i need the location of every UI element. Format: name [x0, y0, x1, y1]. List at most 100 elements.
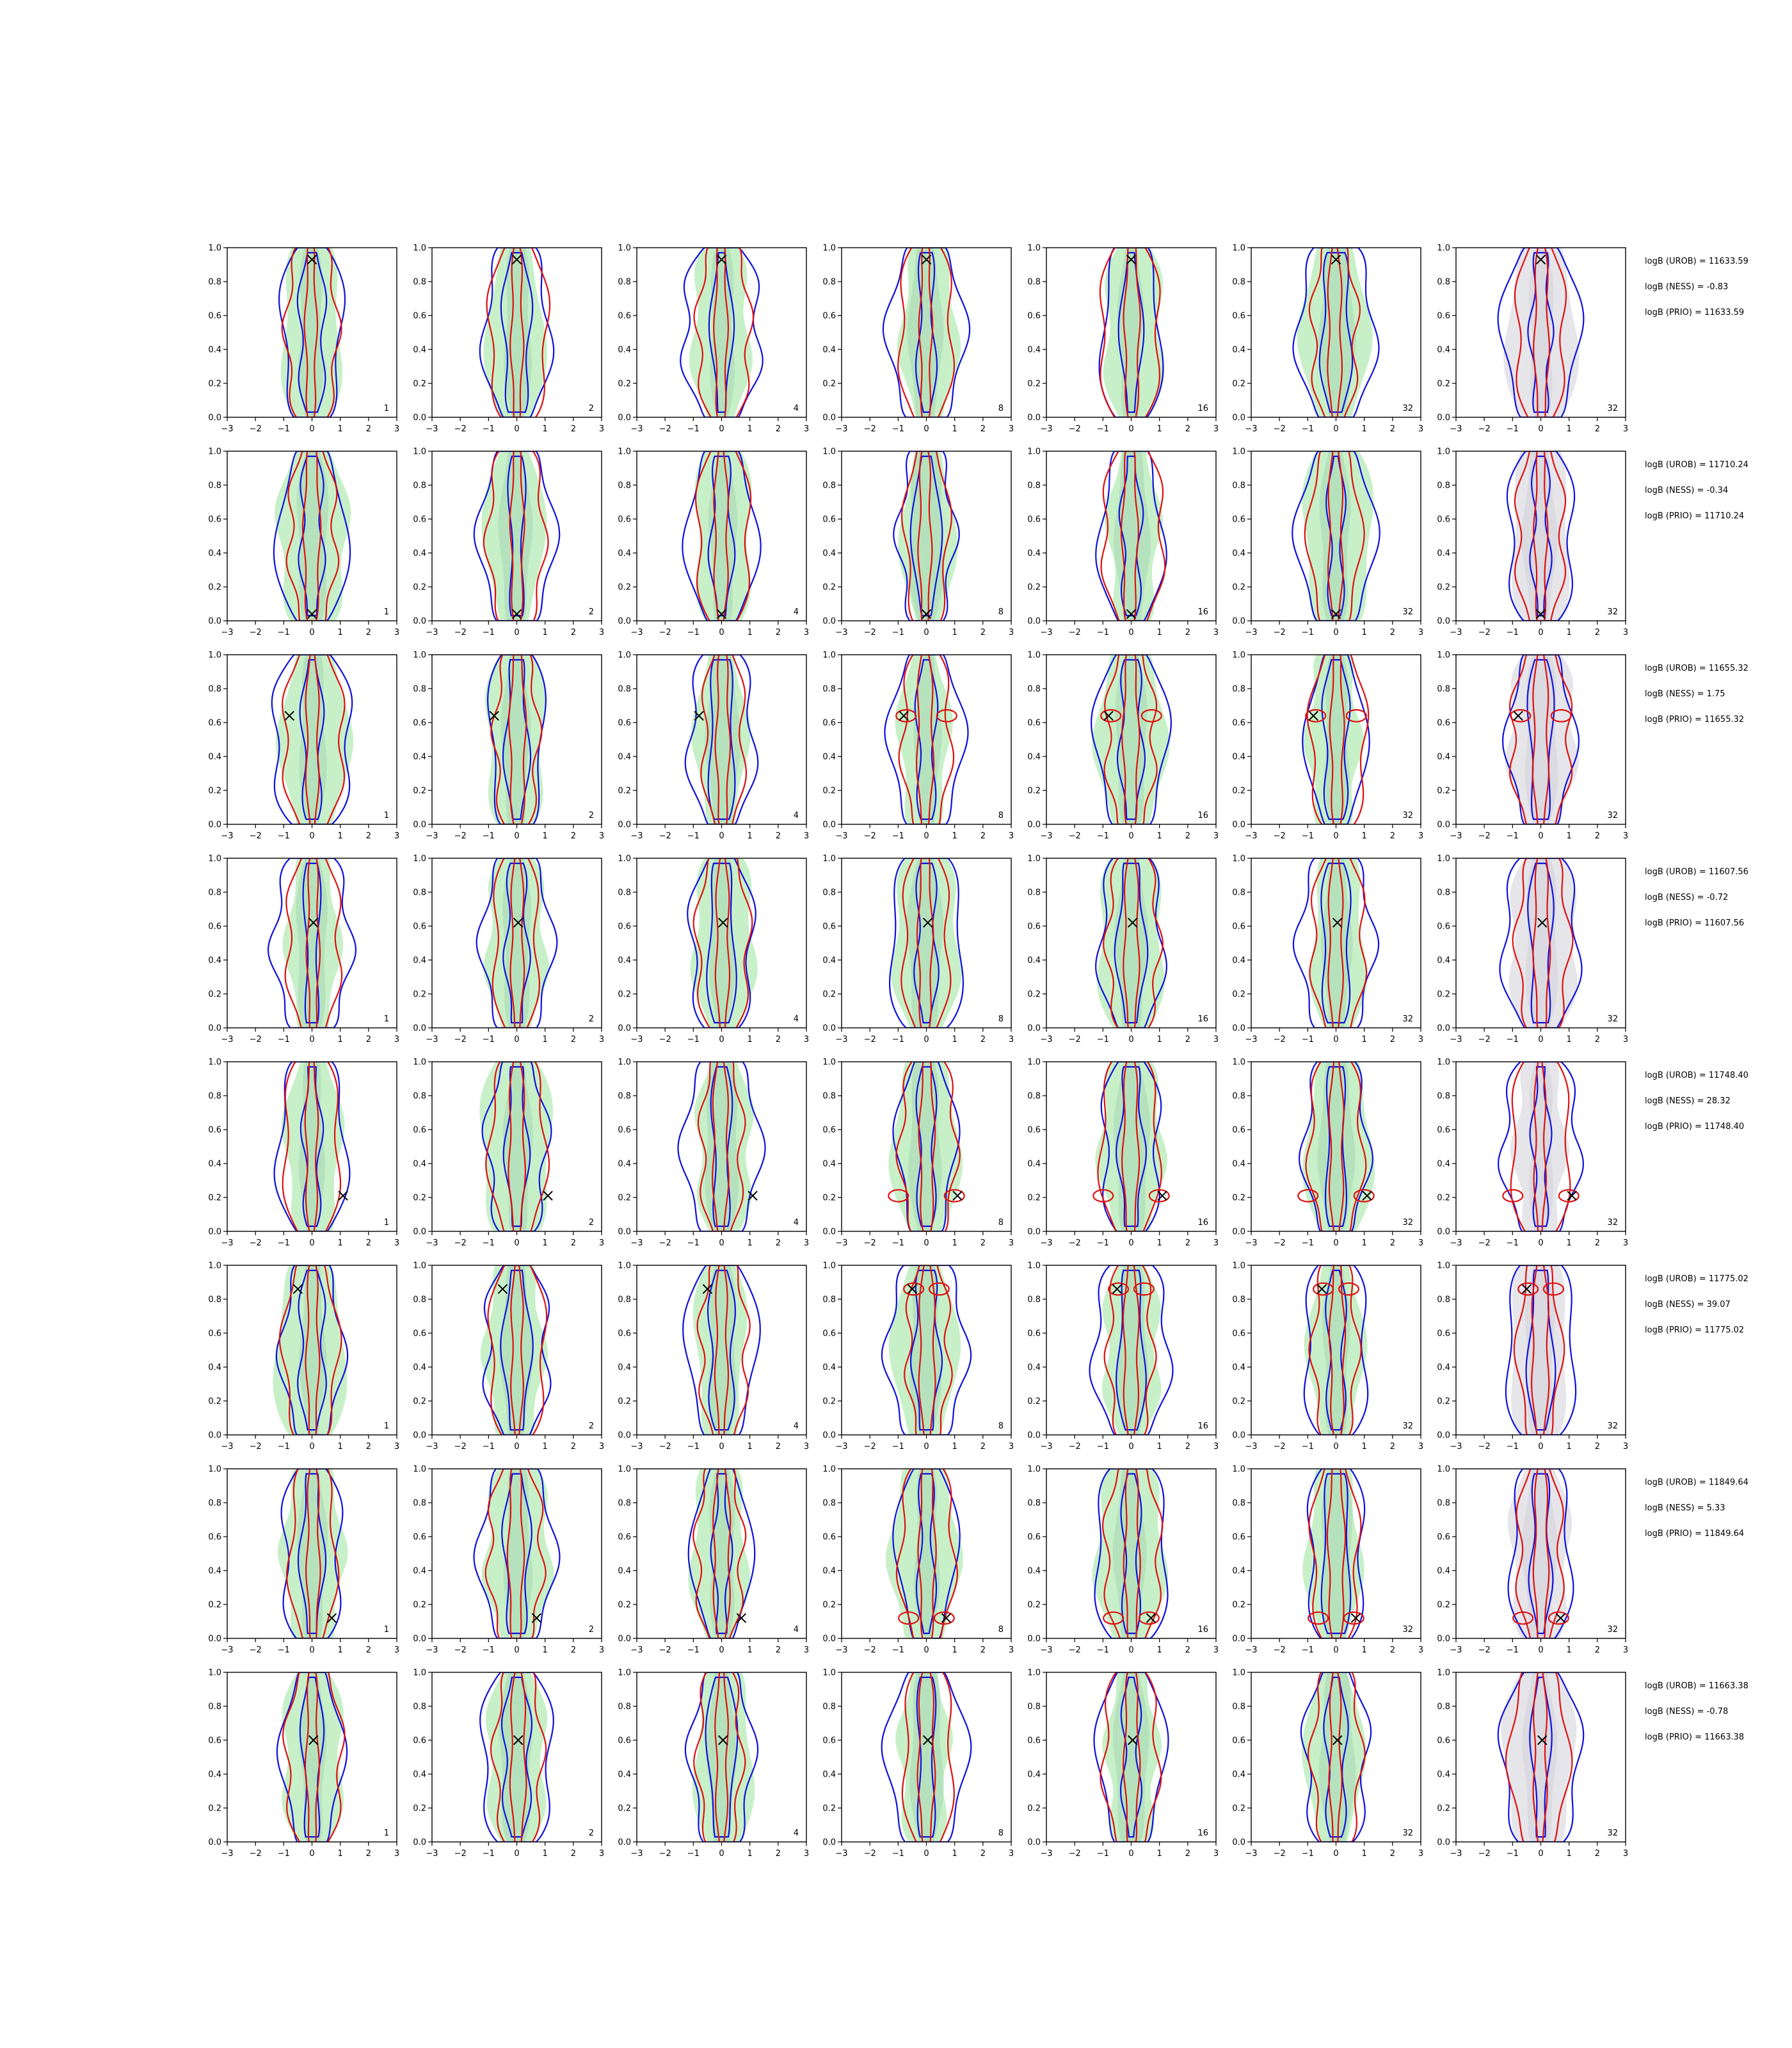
x-tick-label: 1 — [1567, 424, 1572, 434]
x-tick-label: 3 — [1213, 1238, 1219, 1248]
x-tick-label: 0 — [924, 831, 929, 841]
x-tick-label: 0 — [1333, 1035, 1338, 1044]
x-tick-label: 0 — [924, 424, 929, 434]
x-tick-label: 1 — [543, 1645, 548, 1655]
y-tick-label: 0.6 — [1232, 312, 1245, 321]
y-tick-label: 1.0 — [413, 651, 426, 660]
x-tick-label: 3 — [1213, 628, 1219, 637]
x-tick-label: −3 — [835, 424, 847, 434]
x-tick-label: 1 — [1567, 1849, 1572, 1859]
x-tick-label: −1 — [1507, 1035, 1519, 1044]
subplot-r2-c7: −3 −2 −1 0 1 2 3 0.0 0.2 0.4 0.6 0.8 1.0 32 — [1437, 447, 1628, 638]
true-value-marker — [308, 917, 319, 928]
x-tick-label: −1 — [687, 1238, 700, 1248]
x-tick-label: 1 — [952, 1238, 957, 1248]
y-tick-label: 1.0 — [1232, 1261, 1245, 1271]
true-value-marker — [1521, 1284, 1532, 1294]
y-tick-label: 0.2 — [822, 583, 836, 593]
panel-order-label: 2 — [589, 1625, 594, 1635]
y-tick-label: 0.2 — [822, 1601, 836, 1610]
y-tick-label: 0.4 — [1437, 549, 1450, 559]
blue-contour-outer — [273, 1062, 351, 1231]
x-tick-label: −1 — [278, 1442, 290, 1452]
y-tick-label: 0.0 — [1437, 413, 1450, 423]
red-contour-outer — [1510, 1062, 1571, 1231]
red-contour-inner — [1121, 655, 1140, 824]
true-value-marker — [941, 1613, 952, 1623]
y-tick-label: 1.0 — [1232, 447, 1245, 457]
x-tick-label: −3 — [1040, 1035, 1052, 1044]
x-tick-label: 0 — [1538, 1035, 1543, 1044]
y-tick-label: 0.2 — [618, 990, 631, 1000]
x-tick-label: 3 — [394, 424, 399, 434]
y-tick-label: 0.6 — [1232, 515, 1245, 525]
blue-contour-outer — [680, 248, 764, 417]
y-tick-label: 0.4 — [413, 753, 426, 762]
true-value-marker — [489, 710, 499, 721]
x-tick-label: −2 — [454, 1442, 467, 1452]
y-tick-label: 0.2 — [208, 583, 221, 593]
x-tick-label: 0 — [1538, 628, 1543, 637]
density-inner-fill — [1115, 655, 1148, 824]
x-tick-label: 1 — [338, 1849, 343, 1859]
red-contour-inner — [713, 451, 729, 621]
red-contour-inner — [1328, 1672, 1343, 1842]
y-tick-label: 0.8 — [822, 888, 836, 898]
red-contour-outer — [1308, 1469, 1362, 1638]
y-tick-label: 0.8 — [618, 481, 631, 491]
x-tick-label: 0 — [1538, 831, 1543, 841]
logb-annotations-row-4: logB (UROB) = 11607.56 logB (NESS) = -0.7… — [1645, 867, 1748, 928]
true-value-marker — [1567, 1190, 1577, 1201]
red-contour-inner — [305, 858, 321, 1028]
x-tick-label: −1 — [892, 1238, 904, 1248]
x-tick-label: −2 — [864, 1442, 876, 1452]
panel-order-label: 1 — [384, 1625, 389, 1635]
logb-annotation: logB (UROB) = 11775.02 — [1645, 1274, 1748, 1284]
x-tick-label: 2 — [980, 1645, 986, 1655]
x-tick-label: 3 — [1213, 424, 1219, 434]
x-tick-label: 1 — [338, 1645, 343, 1655]
red-contour-inner — [1532, 655, 1549, 824]
x-tick-label: 0 — [1128, 1645, 1133, 1655]
y-tick-label: 0.0 — [822, 617, 836, 627]
panel-order-label: 8 — [998, 1828, 1004, 1838]
y-tick-label: 0.4 — [822, 549, 836, 559]
x-tick-label: −3 — [1450, 1442, 1462, 1452]
y-tick-label: 0.4 — [1437, 956, 1450, 966]
blue-contour-outer — [682, 1265, 761, 1435]
panel-order-label: 4 — [794, 1421, 799, 1431]
y-tick-label: 0.4 — [1232, 1160, 1245, 1169]
x-tick-label: −2 — [1069, 1849, 1081, 1859]
y-tick-label: 0.6 — [413, 1126, 426, 1135]
y-tick-label: 0.8 — [1027, 481, 1041, 491]
x-tick-label: 2 — [776, 831, 781, 841]
x-tick-label: 0 — [1538, 1645, 1543, 1655]
y-tick-label: 1.0 — [1027, 1058, 1041, 1068]
y-tick-label: 0.6 — [1437, 1533, 1450, 1542]
y-tick-label: 0.6 — [413, 1736, 426, 1746]
x-tick-label: −2 — [454, 1035, 467, 1044]
y-tick-label: 1.0 — [1232, 1465, 1245, 1475]
x-tick-label: 2 — [1185, 424, 1190, 434]
logb-annotation: logB (UROB) = 11710.24 — [1645, 460, 1748, 470]
red-contour-inner — [1122, 1265, 1140, 1435]
panel-order-label: 2 — [589, 607, 594, 617]
y-tick-label: 0.2 — [822, 380, 836, 389]
red-contour-lobe — [895, 709, 917, 723]
y-tick-label: 0.4 — [1437, 1567, 1450, 1576]
y-tick-label: 1.0 — [618, 447, 631, 457]
y-tick-label: 0.6 — [618, 922, 631, 932]
x-tick-label: −2 — [1274, 628, 1286, 637]
y-tick-label: 0.4 — [1437, 753, 1450, 762]
density-inner-fill — [1319, 451, 1351, 621]
x-tick-label: 0 — [1128, 1442, 1133, 1452]
red-contour-lobe — [943, 1188, 965, 1203]
panel-order-label: 4 — [794, 1218, 799, 1228]
logb-annotations-row-8: logB (UROB) = 11663.38 logB (NESS) = -0.7… — [1645, 1681, 1748, 1742]
blue-contour-outer — [684, 1672, 759, 1842]
y-tick-label: 1.0 — [1027, 244, 1041, 253]
x-tick-label: 3 — [599, 1238, 604, 1248]
x-tick-label: 2 — [366, 424, 371, 434]
y-tick-label: 0.6 — [1027, 1126, 1041, 1135]
